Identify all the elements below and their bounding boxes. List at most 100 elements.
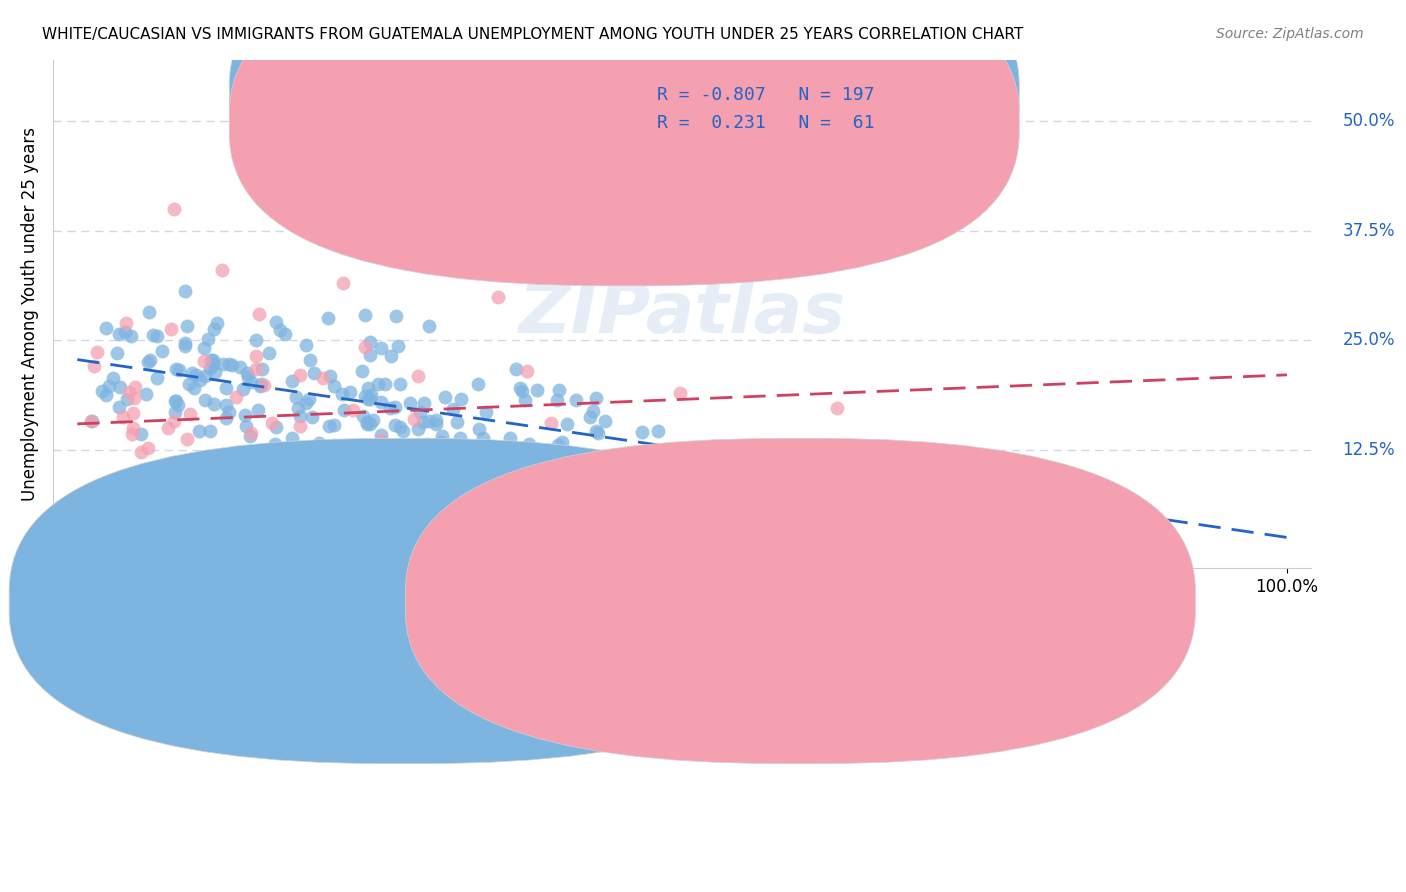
Point	[287, 401, 309, 416]
Point	[124, 380, 146, 394]
Text: WHITE/CAUCASIAN VS IMMIGRANTS FROM GUATEMALA UNEMPLOYMENT AMONG YOUTH UNDER 25 Y: WHITE/CAUCASIAN VS IMMIGRANTS FROM GUATE…	[42, 27, 1024, 42]
Point	[108, 327, 131, 342]
Text: Whites/Caucasians: Whites/Caucasians	[415, 592, 572, 610]
Point	[135, 386, 157, 401]
Text: Source: ZipAtlas.com: Source: ZipAtlas.com	[1216, 27, 1364, 41]
Point	[373, 377, 395, 392]
Point	[211, 263, 233, 277]
Point	[486, 290, 509, 304]
Point	[177, 377, 200, 392]
Text: R = -0.807   N = 197: R = -0.807 N = 197	[657, 87, 875, 104]
Point	[176, 319, 198, 334]
Point	[184, 368, 207, 382]
Point	[180, 367, 202, 381]
Point	[101, 371, 124, 385]
Point	[80, 414, 103, 428]
Point	[555, 417, 578, 431]
Point	[139, 352, 162, 367]
Point	[499, 431, 522, 445]
FancyBboxPatch shape	[229, 0, 1019, 258]
Point	[359, 459, 381, 474]
Point	[174, 339, 197, 353]
Point	[281, 431, 304, 445]
Point	[378, 401, 401, 416]
Point	[226, 505, 249, 519]
Point	[412, 416, 434, 430]
Point	[498, 452, 520, 467]
Point	[249, 379, 271, 393]
Point	[425, 417, 447, 431]
Point	[94, 387, 117, 401]
Point	[118, 384, 141, 399]
Point	[142, 327, 165, 342]
Point	[339, 384, 361, 399]
Point	[245, 349, 267, 363]
Point	[235, 408, 257, 422]
Point	[218, 405, 240, 419]
Point	[111, 410, 134, 425]
Point	[607, 449, 630, 463]
Point	[551, 435, 574, 450]
Point	[257, 346, 280, 360]
Point	[205, 316, 228, 330]
Point	[408, 405, 430, 419]
Point	[1007, 516, 1029, 531]
Point	[105, 346, 128, 360]
Point	[225, 390, 247, 404]
Point	[80, 414, 103, 428]
Point	[384, 417, 406, 432]
FancyBboxPatch shape	[8, 438, 799, 764]
Point	[441, 402, 464, 417]
Point	[232, 382, 254, 396]
Point	[108, 400, 131, 414]
Point	[359, 348, 381, 362]
Point	[165, 394, 187, 409]
Point	[562, 450, 585, 464]
Point	[162, 414, 184, 428]
Point	[266, 315, 288, 329]
Point	[354, 389, 377, 403]
Point	[505, 362, 527, 376]
Point	[446, 416, 468, 430]
Point	[281, 446, 304, 460]
Point	[385, 309, 408, 323]
Point	[418, 414, 440, 428]
Point	[98, 379, 121, 393]
Point	[288, 368, 311, 383]
Point	[269, 445, 291, 459]
Point	[138, 305, 160, 319]
Point	[623, 470, 645, 484]
Point	[89, 500, 111, 515]
Point	[229, 359, 252, 374]
Point	[425, 412, 447, 426]
Point	[425, 450, 447, 465]
Point	[201, 353, 224, 368]
Text: ZIPatlas: ZIPatlas	[519, 279, 846, 348]
Point	[269, 323, 291, 337]
Point	[284, 391, 307, 405]
Point	[132, 518, 155, 533]
Point	[194, 369, 217, 384]
Point	[384, 400, 406, 414]
Point	[165, 362, 187, 376]
Point	[352, 446, 374, 460]
Point	[202, 397, 225, 411]
Point	[825, 401, 848, 416]
Point	[773, 452, 796, 467]
Point	[387, 339, 409, 353]
Point	[260, 416, 283, 430]
Point	[434, 390, 457, 404]
Point	[179, 408, 201, 422]
Point	[607, 479, 630, 493]
Point	[298, 353, 321, 368]
FancyBboxPatch shape	[229, 0, 1019, 285]
Point	[509, 382, 531, 396]
Point	[235, 419, 257, 434]
Point	[647, 424, 669, 438]
Point	[413, 395, 436, 409]
Point	[302, 366, 325, 380]
Point	[540, 416, 562, 430]
Point	[197, 333, 219, 347]
Point	[471, 431, 494, 445]
Point	[128, 543, 150, 558]
